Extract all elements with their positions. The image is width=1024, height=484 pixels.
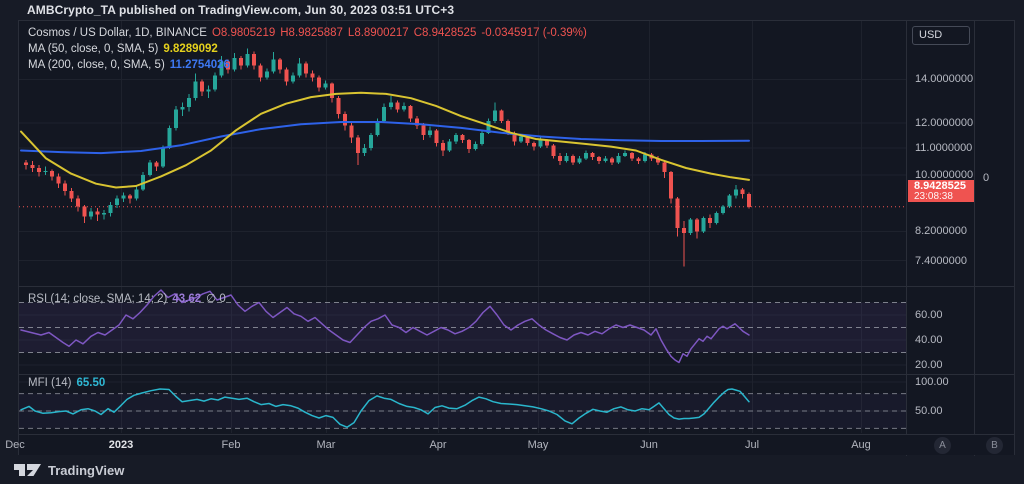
secondary-price-axis[interactable]: 0 xyxy=(975,21,1016,434)
time-tick-jun: Jun xyxy=(640,439,658,451)
time-tick-jul: Jul xyxy=(744,439,760,451)
chart-widget: Cosmos / US Dollar, 1D, BINANCE O8.98052… xyxy=(5,20,1016,456)
price-tick-label: 14.0000000 xyxy=(915,73,974,86)
rsi-tick-label: 40.00 xyxy=(915,334,943,346)
ohlc-close: C8.9428525 xyxy=(413,27,477,39)
time-tick-feb: Feb xyxy=(221,439,241,451)
rsi-extra-values: ∅ 0 xyxy=(206,293,226,305)
axis-divider xyxy=(974,21,975,456)
ohlc-high: H8.9825887 xyxy=(280,27,343,39)
price-tick-label: 12.0000000 xyxy=(915,117,974,130)
mfi-value: 65.50 xyxy=(76,377,106,389)
symbol-title: Cosmos / US Dollar, 1D, BINANCE xyxy=(28,27,207,39)
price-axis[interactable]: USD 14.0000000 12.0000000 11.0000000 10.000… xyxy=(907,21,974,434)
mfi-label: MFI (14) xyxy=(28,377,72,389)
price-tick-label: 8.2000000 xyxy=(915,225,967,238)
time-tick-2023: 2023 xyxy=(108,439,134,451)
rsi-label: RSI (14; close, SMA; 14; 2) xyxy=(28,293,168,305)
time-tick-may: May xyxy=(527,439,549,451)
time-axis[interactable]: Dec 2023 Feb Mar Apr May Jun Jul Aug A B xyxy=(5,434,1014,455)
ma50-label: MA (50, close, 0, SMA, 5) xyxy=(28,43,159,55)
rsi-tick-label: 60.00 xyxy=(915,309,943,321)
mfi-tick-label: 100.00 xyxy=(915,376,949,388)
ma200-label: MA (200, close, 0, SMA, 5) xyxy=(28,59,165,71)
snapshot-footer: TradingView xyxy=(14,459,124,481)
rsi-tick-label: 20.00 xyxy=(915,359,943,371)
bar-close-countdown: 23:08:38 xyxy=(914,191,953,202)
tradingview-brand[interactable]: TradingView xyxy=(48,462,125,478)
ohlc-open: O8.9805219 xyxy=(211,27,276,39)
symbol-legend: Cosmos / US Dollar, 1D, BINANCE O8.98052… xyxy=(28,27,587,39)
chart-plot-area[interactable]: Cosmos / US Dollar, 1D, BINANCE O8.98052… xyxy=(19,21,906,434)
ma50-legend: MA (50, close, 0, SMA, 5) 9.8289092 xyxy=(28,43,218,55)
mfi-tick-label: 50.00 xyxy=(915,405,943,417)
ohlc-change: -0.0345917 (-0.39%) xyxy=(481,27,587,39)
ohlc-low: L8.8900217 xyxy=(347,27,409,39)
ma50-value: 9.8289092 xyxy=(163,43,218,55)
last-price-value: 8.9428525 xyxy=(914,180,966,192)
snapshot-attribution: AMBCrypto_TA published on TradingView.co… xyxy=(27,3,455,17)
tradingview-logo-icon xyxy=(14,464,41,476)
mfi-panel-separator[interactable] xyxy=(19,374,1014,375)
ma200-legend: MA (200, close, 0, SMA, 5) 11.2754026 xyxy=(28,59,230,71)
time-tick-mar: Mar xyxy=(316,439,336,451)
rsi-panel-separator[interactable] xyxy=(19,286,1014,287)
price-tick-label: 10.0000000 xyxy=(915,169,974,181)
axis-divider xyxy=(906,21,907,456)
toggle-b-button[interactable]: B xyxy=(986,437,1003,454)
toggle-a-button[interactable]: A xyxy=(934,437,951,454)
time-tick-aug: Aug xyxy=(851,439,871,451)
ma200-value: 11.2754026 xyxy=(169,59,230,71)
price-chart-canvas[interactable] xyxy=(19,21,906,434)
currency-button[interactable]: USD xyxy=(912,26,970,45)
price-tick-label: 11.0000000 xyxy=(915,141,973,154)
price-tick-label: 7.4000000 xyxy=(915,254,967,267)
last-price-badge: 8.9428525 23:08:38 xyxy=(908,180,974,202)
secondary-axis-label: 0 xyxy=(983,172,990,184)
time-tick-apr: Apr xyxy=(429,439,447,451)
snapshot-header: AMBCrypto_TA published on TradingView.co… xyxy=(0,0,1024,20)
time-tick-dec: Dec xyxy=(5,439,25,451)
rsi-value: 43.62 xyxy=(172,293,202,305)
mfi-legend: MFI (14) 65.50 xyxy=(28,377,105,389)
rsi-legend: RSI (14; close, SMA; 14; 2) 43.62 ∅ 0 xyxy=(28,291,226,305)
